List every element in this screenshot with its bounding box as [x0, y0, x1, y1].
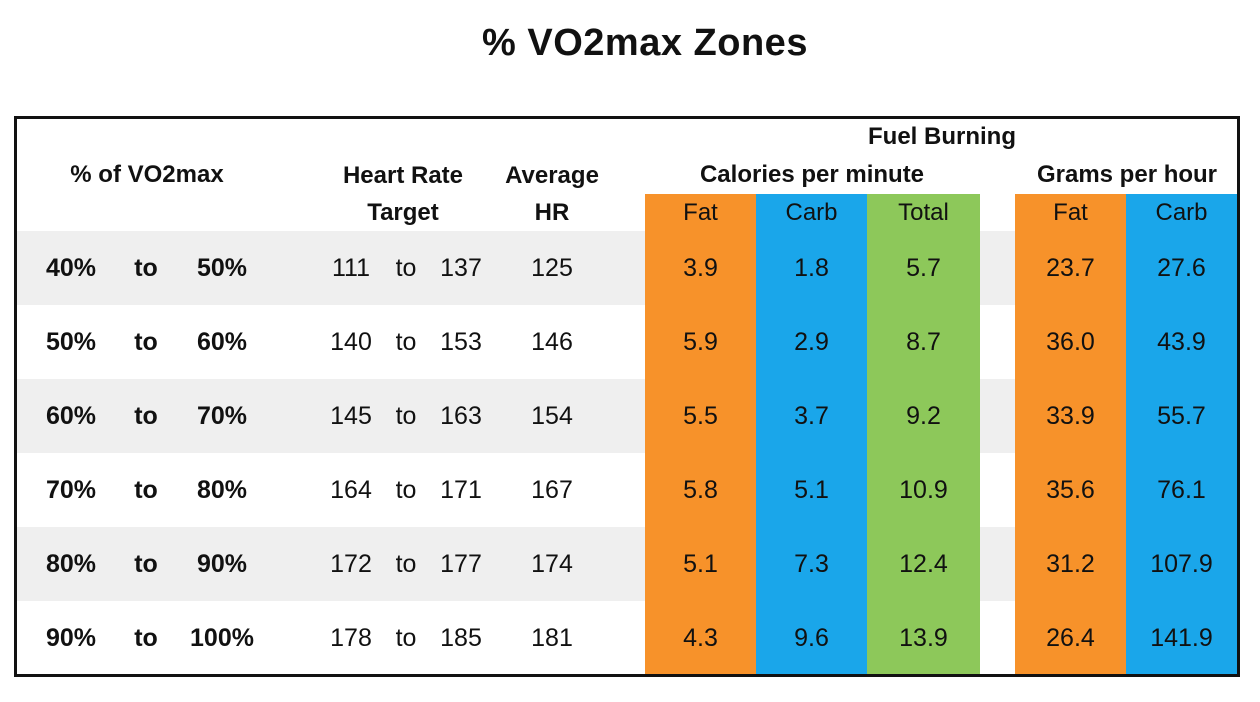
hr-low-cell: 145: [330, 402, 372, 430]
hr-to-cell: to: [395, 624, 417, 652]
cal-fat-cell: 5.8: [683, 476, 718, 504]
g-fat-cell: 23.7: [1046, 254, 1095, 282]
g-fat-cell: 33.9: [1046, 402, 1095, 430]
cal-total-cell: 13.9: [899, 624, 948, 652]
g-carb-cell: 76.1: [1157, 476, 1206, 504]
hr-low-cell: 178: [330, 624, 372, 652]
cal-total-header: Total: [898, 199, 949, 226]
hr-to-cell: to: [395, 402, 417, 430]
vo2-to-cell: to: [134, 476, 158, 504]
hr-to-cell: to: [395, 550, 417, 578]
cal-total-cell: 9.2: [906, 402, 941, 430]
hr-high-cell: 177: [440, 550, 482, 578]
avg-hr-cell: 167: [531, 476, 573, 504]
vo2-high-cell: 70%: [196, 402, 248, 430]
cal-fat-cell: 5.1: [683, 550, 718, 578]
g-carb-cell: 43.9: [1157, 328, 1206, 356]
vo2-to-cell: to: [134, 402, 158, 430]
hr-low-cell: 172: [330, 550, 372, 578]
hr-high-cell: 153: [440, 328, 482, 356]
hr-to-cell: to: [395, 254, 417, 282]
cal-carb-cell: 2.9: [794, 328, 829, 356]
g-carb-cell: 141.9: [1150, 624, 1213, 652]
avg-hr-cell: 125: [531, 254, 573, 282]
cal-total-cell: 12.4: [899, 550, 948, 578]
hr-to-cell: to: [395, 476, 417, 504]
cal-fat-header: Fat: [683, 199, 718, 226]
g-carb-cell: 55.7: [1157, 402, 1206, 430]
cal-carb-cell: 3.7: [794, 402, 829, 430]
vo2-low-cell: 60%: [45, 402, 97, 430]
vo2-low-cell: 80%: [45, 550, 97, 578]
cal-carb-header: Carb: [785, 199, 838, 226]
cal-total-column: [867, 194, 980, 674]
cal-total-cell: 5.7: [906, 254, 941, 282]
vo2-low-cell: 40%: [45, 254, 97, 282]
hr-low-cell: 111: [331, 254, 370, 282]
hr-high-cell: 185: [440, 624, 482, 652]
vo2-high-cell: 100%: [190, 624, 254, 652]
cal-fat-cell: 4.3: [683, 624, 718, 652]
vo2-high-cell: 60%: [196, 328, 248, 356]
vo2-low-cell: 50%: [45, 328, 97, 356]
cal-carb-cell: 1.8: [794, 254, 829, 282]
g-carb-column: [1126, 194, 1237, 674]
cal-carb-cell: 7.3: [794, 550, 829, 578]
cal-carb-cell: 5.1: [794, 476, 829, 504]
vo2-to-cell: to: [134, 550, 158, 578]
g-fat-column: [1015, 194, 1126, 674]
hr-low-cell: 164: [330, 476, 372, 504]
avg-hr-cell: 181: [531, 624, 573, 652]
cal-fat-column: [645, 194, 756, 674]
g-carb-header: Carb: [1155, 199, 1208, 226]
cal-fat-cell: 5.5: [683, 402, 718, 430]
g-carb-cell: 107.9: [1150, 550, 1213, 578]
hr-high-cell: 137: [440, 254, 482, 282]
vo2-high-cell: 50%: [196, 254, 248, 282]
heart-rate-header-line2: Target: [367, 199, 439, 226]
vo2-high-cell: 90%: [196, 550, 248, 578]
cal-total-cell: 10.9: [899, 476, 948, 504]
heart-rate-header-line1: Heart Rate: [342, 162, 464, 189]
avg-hr-cell: 154: [531, 402, 573, 430]
cal-carb-column: [756, 194, 867, 674]
g-fat-cell: 26.4: [1046, 624, 1095, 652]
g-fat-cell: 31.2: [1046, 550, 1095, 578]
g-fat-header: Fat: [1053, 199, 1088, 226]
cal-fat-cell: 5.9: [683, 328, 718, 356]
cal-carb-cell: 9.6: [794, 624, 829, 652]
grams-group-header: Grams per hour: [1036, 161, 1218, 188]
avg-hr-cell: 174: [531, 550, 573, 578]
vo2-low-cell: 70%: [45, 476, 97, 504]
g-carb-cell: 27.6: [1157, 254, 1206, 282]
cal-total-cell: 8.7: [906, 328, 941, 356]
avg-hr-header-line2: HR: [534, 199, 570, 226]
g-fat-cell: 35.6: [1046, 476, 1095, 504]
hr-high-cell: 171: [440, 476, 482, 504]
hr-low-cell: 140: [330, 328, 372, 356]
avg-hr-cell: 146: [531, 328, 573, 356]
g-fat-cell: 36.0: [1046, 328, 1095, 356]
vo2-high-cell: 80%: [196, 476, 248, 504]
avg-hr-header-line1: Average: [505, 162, 599, 189]
zones-table: Fuel Burning % of VO2max Heart Rate Targ…: [14, 116, 1240, 677]
vo2-to-cell: to: [134, 254, 158, 282]
fuel-burning-header: Fuel Burning: [868, 123, 1016, 150]
hr-to-cell: to: [395, 328, 417, 356]
hr-high-cell: 163: [440, 402, 482, 430]
cal-fat-cell: 3.9: [683, 254, 718, 282]
vo2-to-cell: to: [134, 624, 158, 652]
pct-vo2max-header: % of VO2max: [70, 161, 224, 188]
vo2-to-cell: to: [134, 328, 158, 356]
calories-group-header: Calories per minute: [699, 161, 925, 188]
page-title: % VO2max Zones: [482, 22, 808, 64]
vo2-low-cell: 90%: [45, 624, 97, 652]
